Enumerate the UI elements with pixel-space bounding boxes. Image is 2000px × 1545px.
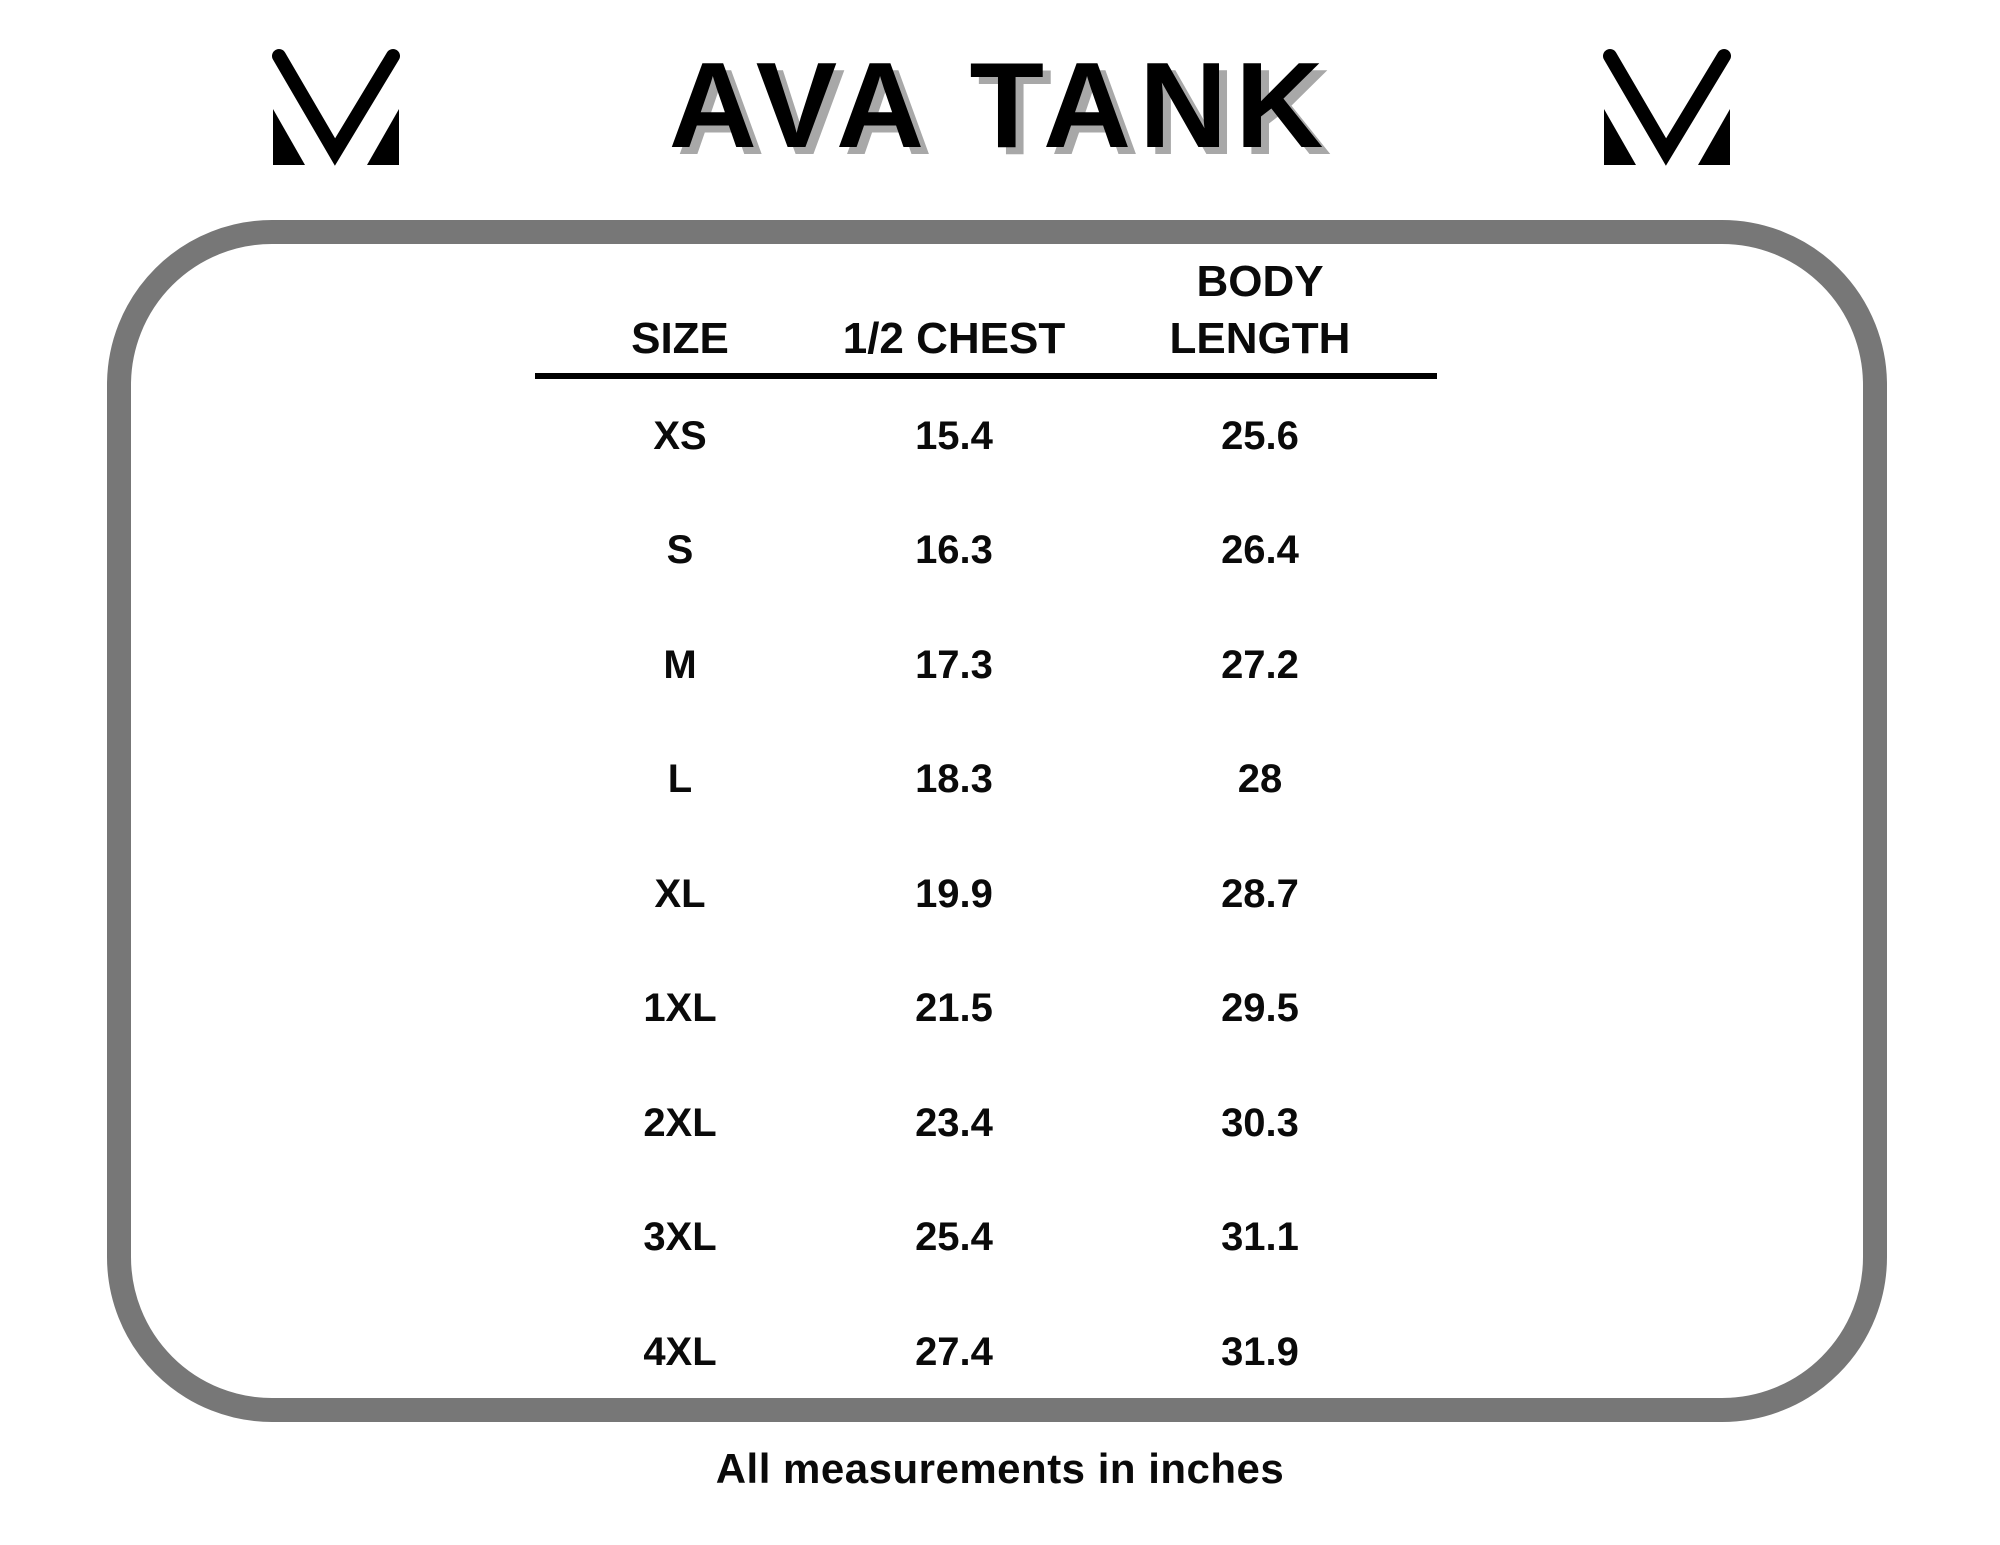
cell-body-length: 27.2	[1221, 642, 1299, 687]
column-header-half-chest: 1/2 CHEST	[842, 314, 1066, 364]
table-row: 3XL 25.4 31.1	[535, 1181, 1437, 1296]
cell-body-length: 30.3	[1221, 1100, 1299, 1145]
cell-half-chest: 16.3	[915, 528, 993, 573]
cell-body-length: 28.7	[1221, 871, 1299, 916]
table-row: M 17.3 27.2	[535, 608, 1437, 723]
cell-half-chest: 18.3	[915, 757, 993, 802]
cell-body-length: 26.4	[1221, 528, 1299, 573]
table-header-row: SIZE 1/2 CHEST BODY LENGTH	[535, 253, 1437, 379]
table-body: XS 15.4 25.6 S 16.3 26.4 M 17.3 27.2	[535, 379, 1437, 1410]
cell-half-chest: 19.9	[915, 871, 993, 916]
cell-half-chest: 21.5	[915, 986, 993, 1031]
brand-m-monogram-icon	[1603, 49, 1731, 166]
cell-size: 2XL	[643, 1100, 717, 1145]
cell-size: XS	[653, 413, 707, 458]
table-row: XS 15.4 25.6	[535, 379, 1437, 494]
column-header-size: SIZE	[631, 314, 729, 364]
column-header-body-length-text: BODY LENGTH	[1169, 257, 1351, 364]
brand-m-monogram-icon	[272, 49, 400, 166]
footer-note: All measurements in inches	[715, 1445, 1285, 1492]
cell-size: 3XL	[643, 1215, 717, 1260]
size-table: SIZE 1/2 CHEST BODY LENGTH XS 15.4 25.6 …	[535, 253, 1462, 1410]
cell-half-chest: 17.3	[915, 642, 993, 687]
cell-half-chest: 27.4	[915, 1329, 993, 1374]
cell-half-chest: 15.4	[915, 413, 993, 458]
table-row: 4XL 27.4 31.9	[535, 1295, 1437, 1410]
cell-size: M	[663, 642, 697, 687]
cell-body-length: 28	[1237, 757, 1283, 802]
table-row: 1XL 21.5 29.5	[535, 952, 1437, 1067]
cell-body-length: 31.1	[1221, 1215, 1299, 1260]
cell-body-length: 31.9	[1221, 1329, 1299, 1374]
cell-size: XL	[654, 871, 706, 916]
table-row: S 16.3 26.4	[535, 494, 1437, 609]
cell-size: L	[667, 757, 693, 802]
column-header-body-length: BODY LENGTH	[1083, 253, 1437, 379]
table-row: XL 19.9 28.7	[535, 837, 1437, 952]
cell-size: 4XL	[643, 1329, 717, 1374]
table-row: L 18.3 28	[535, 723, 1437, 838]
cell-half-chest: 23.4	[915, 1100, 993, 1145]
cell-half-chest: 25.4	[915, 1215, 993, 1260]
cell-body-length: 29.5	[1221, 986, 1299, 1031]
cell-size: S	[666, 528, 694, 573]
cell-size: 1XL	[643, 986, 717, 1031]
cell-body-length: 25.6	[1221, 413, 1299, 458]
rounded-border-panel	[107, 220, 1887, 1422]
page-title: AVA TANK	[668, 37, 1332, 173]
table-row: 2XL 23.4 30.3	[535, 1066, 1437, 1181]
